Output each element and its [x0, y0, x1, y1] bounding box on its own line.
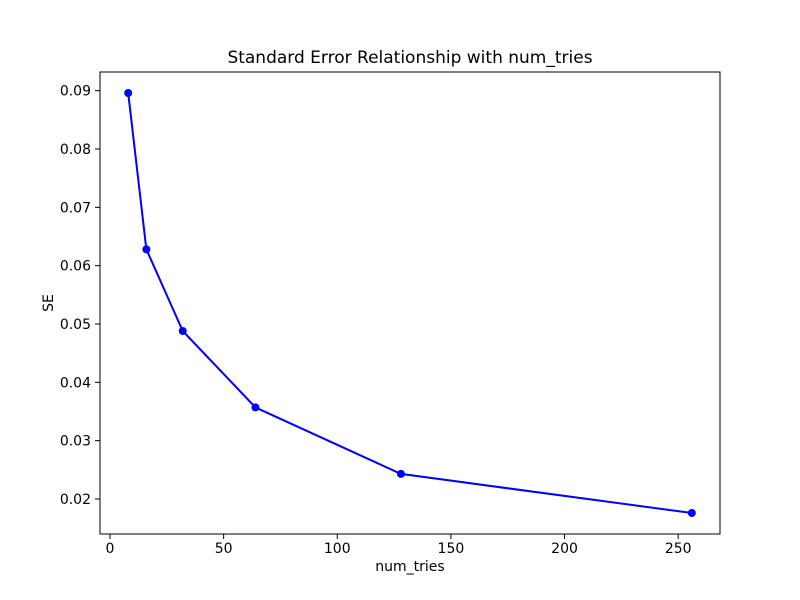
y-tick-label: 0.07	[60, 200, 91, 216]
y-tick-label: 0.04	[60, 375, 91, 391]
x-tick-label: 0	[106, 541, 115, 557]
data-point	[396, 469, 405, 478]
data-point	[687, 509, 696, 517]
y-tick-label: 0.02	[60, 492, 91, 508]
data-point	[178, 327, 187, 335]
data-point	[124, 89, 133, 97]
y-tick-label: 0.06	[60, 259, 91, 275]
x-tick-label: 100	[324, 541, 351, 557]
x-tick-label: 250	[665, 541, 692, 557]
series-line	[127, 92, 693, 514]
y-axis-label: SE	[41, 294, 57, 312]
x-tick-label: 200	[551, 541, 578, 557]
x-axis-label: num_tries	[375, 559, 445, 575]
y-tick-label: 0.09	[60, 84, 91, 100]
y-tick-label: 0.08	[60, 142, 91, 158]
chart-title: Standard Error Relationship with num_tri…	[227, 48, 593, 68]
y-tick-label: 0.03	[60, 434, 91, 450]
x-tick-label: 150	[438, 541, 465, 557]
data-point	[251, 403, 260, 412]
plot-border	[99, 71, 721, 535]
x-tick-label: 50	[215, 541, 233, 557]
y-tick-label: 0.05	[60, 317, 91, 333]
data-point	[142, 245, 151, 254]
